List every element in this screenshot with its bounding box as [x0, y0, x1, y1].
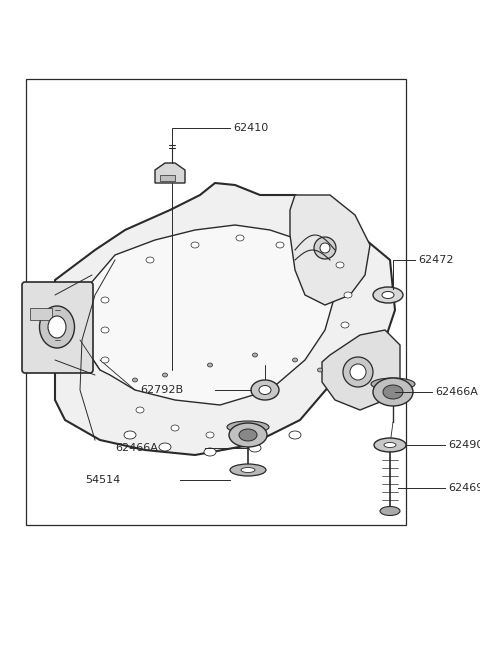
Text: 62410: 62410 — [233, 123, 268, 133]
Ellipse shape — [191, 242, 199, 248]
Ellipse shape — [171, 425, 179, 431]
Ellipse shape — [136, 407, 144, 413]
Ellipse shape — [374, 438, 406, 452]
Ellipse shape — [227, 421, 269, 433]
Ellipse shape — [239, 429, 257, 441]
Text: 62490: 62490 — [448, 440, 480, 450]
Ellipse shape — [383, 385, 403, 399]
Ellipse shape — [252, 353, 257, 357]
Polygon shape — [55, 183, 395, 455]
Text: 62466A: 62466A — [435, 387, 478, 397]
Ellipse shape — [320, 243, 330, 253]
Ellipse shape — [350, 364, 366, 380]
Polygon shape — [160, 175, 175, 181]
Ellipse shape — [384, 443, 396, 447]
Ellipse shape — [289, 431, 301, 439]
Polygon shape — [30, 308, 52, 320]
Ellipse shape — [373, 378, 413, 406]
Ellipse shape — [249, 444, 261, 452]
Ellipse shape — [373, 287, 403, 303]
Polygon shape — [80, 225, 335, 405]
Ellipse shape — [146, 257, 154, 263]
Text: 62472: 62472 — [418, 255, 454, 265]
Ellipse shape — [343, 357, 373, 387]
Ellipse shape — [48, 316, 66, 338]
Ellipse shape — [276, 242, 284, 248]
Ellipse shape — [132, 378, 137, 382]
Ellipse shape — [163, 373, 168, 377]
Ellipse shape — [229, 423, 267, 447]
Ellipse shape — [101, 297, 109, 303]
Ellipse shape — [382, 291, 394, 298]
Ellipse shape — [124, 431, 136, 439]
Ellipse shape — [292, 358, 298, 362]
Ellipse shape — [230, 464, 266, 476]
Ellipse shape — [251, 380, 279, 400]
Ellipse shape — [39, 306, 74, 348]
Polygon shape — [290, 195, 370, 305]
Ellipse shape — [101, 327, 109, 333]
Ellipse shape — [206, 432, 214, 438]
Ellipse shape — [344, 292, 352, 298]
Ellipse shape — [241, 468, 255, 472]
Ellipse shape — [207, 363, 213, 367]
Text: 62792B: 62792B — [140, 385, 183, 395]
Polygon shape — [155, 163, 185, 183]
Ellipse shape — [336, 262, 344, 268]
FancyBboxPatch shape — [22, 282, 93, 373]
Ellipse shape — [259, 386, 271, 394]
Ellipse shape — [380, 506, 400, 516]
Polygon shape — [322, 330, 400, 410]
Ellipse shape — [371, 378, 415, 390]
Ellipse shape — [159, 443, 171, 451]
Ellipse shape — [204, 448, 216, 456]
Bar — [26, 79, 406, 525]
Text: 54514: 54514 — [85, 475, 120, 485]
Ellipse shape — [101, 357, 109, 363]
Text: 62466A: 62466A — [115, 443, 158, 453]
Ellipse shape — [341, 322, 349, 328]
Text: 62469: 62469 — [448, 483, 480, 493]
Ellipse shape — [314, 237, 336, 259]
Ellipse shape — [317, 368, 323, 372]
Ellipse shape — [236, 235, 244, 241]
